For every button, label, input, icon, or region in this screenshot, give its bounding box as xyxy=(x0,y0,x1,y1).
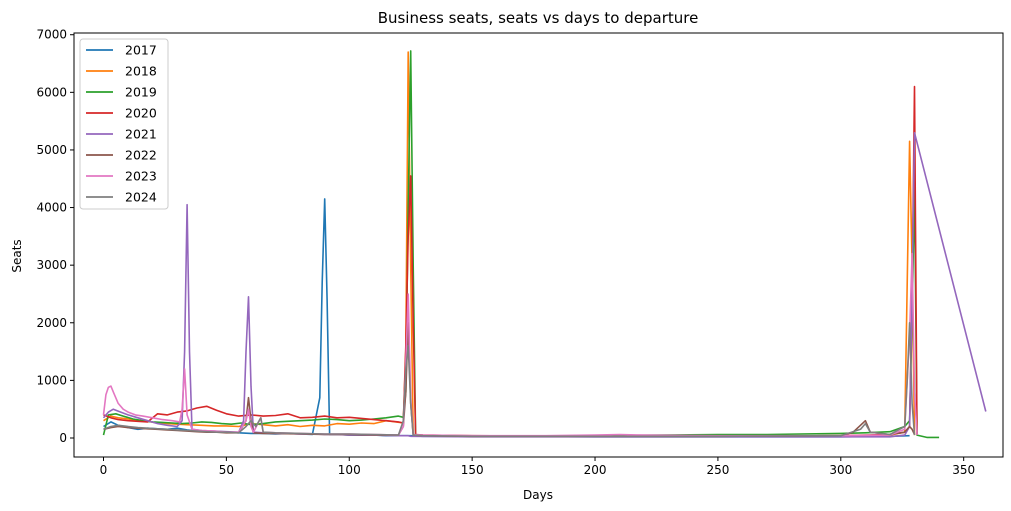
x-tick-label: 150 xyxy=(461,463,484,477)
series-line-2023 xyxy=(102,252,918,437)
y-tick-label: 7000 xyxy=(36,28,67,42)
y-tick-label: 5000 xyxy=(36,143,67,157)
x-tick-label: 250 xyxy=(706,463,729,477)
legend-label-2018: 2018 xyxy=(125,64,157,79)
y-axis: 0 1000 2000 3000 4000 5000 6000 7000 xyxy=(36,28,74,445)
x-tick-label: 200 xyxy=(584,463,607,477)
y-tick-label: 6000 xyxy=(36,85,67,99)
y-tick-label: 1000 xyxy=(36,373,67,387)
x-tick-label: 350 xyxy=(952,463,975,477)
legend-label-2023: 2023 xyxy=(125,169,157,184)
series-line-2017 xyxy=(103,198,910,438)
series-line-2024 xyxy=(103,322,916,438)
x-tick-label: 100 xyxy=(338,463,361,477)
legend: 2017 2018 2019 2020 2021 2022 2023 2024 xyxy=(79,38,169,210)
x-tick-label: 0 xyxy=(100,463,108,477)
series-line-2019 xyxy=(102,50,940,439)
y-tick-label: 4000 xyxy=(36,201,67,215)
plot-frame xyxy=(73,32,1004,458)
legend-label-2024: 2024 xyxy=(125,190,157,205)
plot-area xyxy=(102,50,987,439)
x-tick-label: 300 xyxy=(829,463,852,477)
legend-label-2020: 2020 xyxy=(125,106,157,121)
series-line-2022 xyxy=(103,322,916,438)
series-line-2018 xyxy=(103,51,916,438)
y-tick-label: 3000 xyxy=(36,258,67,272)
legend-label-2019: 2019 xyxy=(125,85,157,100)
legend-label-2022: 2022 xyxy=(125,148,157,163)
x-axis-label: Days xyxy=(523,488,553,502)
y-tick-label: 2000 xyxy=(36,316,67,330)
series-line-2020 xyxy=(103,85,918,438)
y-axis-label: Seats xyxy=(10,239,24,272)
legend-label-2017: 2017 xyxy=(125,43,157,58)
legend-box xyxy=(79,38,169,210)
series-line-2021 xyxy=(102,131,987,438)
x-axis: 0 50 100 150 200 250 300 350 xyxy=(100,457,975,477)
chart-title: Business seats, seats vs days to departu… xyxy=(378,9,699,27)
y-tick-label: 0 xyxy=(59,431,67,445)
x-tick-label: 50 xyxy=(219,463,234,477)
legend-label-2021: 2021 xyxy=(125,127,157,142)
